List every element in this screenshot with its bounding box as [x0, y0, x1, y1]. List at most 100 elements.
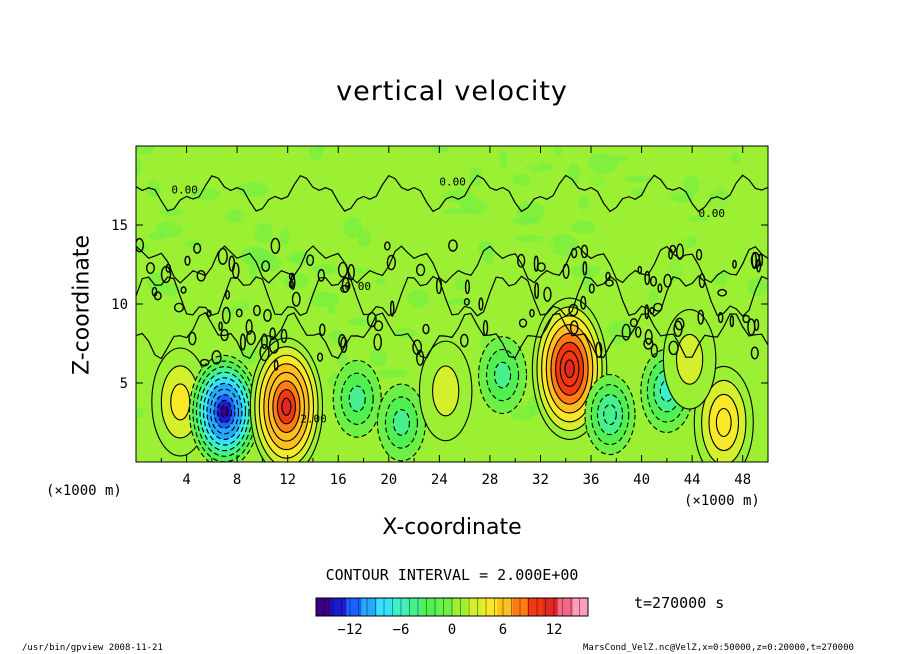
texture-blob — [384, 146, 416, 166]
texture-blob — [733, 193, 756, 206]
plot-area: 0.00 0.00 0.00 0.00 2.00 — [136, 146, 768, 462]
texture-blob — [139, 199, 165, 221]
texture-blob — [479, 188, 504, 207]
colorbar-swatch — [436, 598, 453, 616]
texture-blob — [689, 149, 718, 172]
texture-blob — [370, 193, 396, 209]
x-tick-label: 4 — [182, 472, 190, 488]
x-tick-label: 48 — [734, 472, 751, 488]
texture-blob — [326, 305, 336, 315]
footer-left: /usr/bin/gpview 2008-11-21 — [22, 643, 163, 653]
colorbar-tick-label: 12 — [546, 622, 563, 638]
texture-blob — [730, 153, 741, 164]
texture-blob — [427, 316, 448, 323]
texture-blob — [301, 313, 322, 325]
texture-blob — [305, 229, 314, 238]
texture-blob — [392, 328, 418, 339]
contour-ring — [348, 385, 366, 413]
x-tick-label: 8 — [233, 472, 241, 488]
x-tick-label: 36 — [583, 472, 600, 488]
colorbar-swatch — [331, 598, 347, 616]
contour-ring — [494, 361, 512, 389]
contour-ring — [715, 407, 732, 438]
texture-blob — [574, 214, 586, 221]
texture-blob — [228, 295, 244, 309]
x-tick-label: 20 — [380, 472, 397, 488]
x-axis-label: X-coordinate — [382, 515, 522, 540]
colorbar-border — [315, 597, 589, 617]
colorbar-swatch — [376, 598, 393, 616]
texture-blob — [449, 246, 474, 254]
x-tick-label: 16 — [330, 472, 347, 488]
texture-blob — [554, 146, 563, 156]
cell-downdraft — [376, 383, 426, 462]
x-tick-label: 28 — [481, 472, 498, 488]
x-unit-label-left: (×1000 m) — [46, 483, 122, 499]
texture-blob — [587, 152, 619, 174]
chart-title: vertical velocity — [336, 76, 568, 107]
colorbar-swatch — [512, 598, 529, 616]
cell-downdraft — [584, 374, 636, 456]
texture-blob — [375, 278, 386, 286]
texture-blob — [148, 232, 168, 240]
cell-downdraft — [332, 359, 382, 438]
texture-blob — [697, 239, 722, 252]
colorbar-swatch — [482, 598, 498, 616]
texture-blob — [604, 226, 617, 237]
contour-ring — [392, 409, 410, 436]
colorbar-swatch — [346, 598, 362, 616]
texture-blob — [443, 189, 474, 203]
texture-blob — [254, 222, 274, 245]
texture-blob — [510, 157, 540, 171]
texture-blob — [683, 174, 700, 197]
x-tick-label: 12 — [279, 472, 296, 488]
x-tick-label: 44 — [684, 472, 701, 488]
colorbar-tick-label: 6 — [499, 622, 507, 638]
texture-blob — [512, 216, 542, 226]
cell-updraft — [662, 308, 717, 410]
texture-blob — [704, 176, 721, 194]
texture-blob — [732, 164, 753, 180]
time-label: t=270000 s — [634, 594, 725, 612]
texture-blob — [324, 245, 348, 261]
texture-blob — [147, 180, 161, 198]
texture-blob — [548, 207, 566, 226]
texture-blob — [368, 348, 388, 367]
colorbar-swatch — [316, 598, 332, 616]
cell-downdraft — [478, 336, 528, 415]
texture-blob — [394, 227, 412, 240]
contour-ring — [675, 333, 704, 385]
texture-blob — [466, 222, 483, 240]
colorbar-swatch — [542, 598, 559, 616]
texture-blob — [413, 262, 425, 271]
texture-blob — [499, 150, 508, 169]
colorbar-swatch — [391, 598, 408, 616]
texture-blob — [599, 210, 623, 229]
texture-blob — [577, 194, 589, 211]
colorbar-swatch — [361, 598, 377, 616]
contour-ring — [220, 405, 229, 418]
footer-right: MarsCond_VelZ.nc@VelZ,x=0:50000,z=0:2000… — [583, 643, 854, 653]
x-tick-label: 40 — [633, 472, 650, 488]
colorbar-tick-label: −12 — [337, 622, 362, 638]
texture-blob — [643, 250, 655, 262]
contour-label: 2.00 — [300, 413, 327, 426]
texture-blob — [512, 173, 532, 186]
texture-blob — [328, 330, 346, 344]
contour-ring — [432, 365, 460, 417]
y-tick-label: 5 — [120, 376, 128, 392]
texture-blob — [407, 289, 430, 308]
contour-plot: 0.00 0.00 0.00 0.00 2.00 — [136, 146, 768, 462]
contour-label: 0.00 — [345, 280, 372, 293]
x-tick-label: 32 — [532, 472, 549, 488]
colorbar-swatch — [527, 598, 544, 616]
contour-interval-label: CONTOUR INTERVAL = 2.000E+00 — [325, 566, 579, 584]
contour-label: 0.00 — [439, 176, 466, 189]
texture-blob — [500, 267, 523, 274]
colorbar-tick-label: −6 — [393, 622, 410, 638]
colorbar-tick-label: 0 — [448, 622, 456, 638]
texture-blob — [737, 369, 762, 378]
texture-blob — [446, 220, 464, 239]
texture-blob — [427, 287, 453, 305]
contour-ring — [281, 397, 292, 416]
